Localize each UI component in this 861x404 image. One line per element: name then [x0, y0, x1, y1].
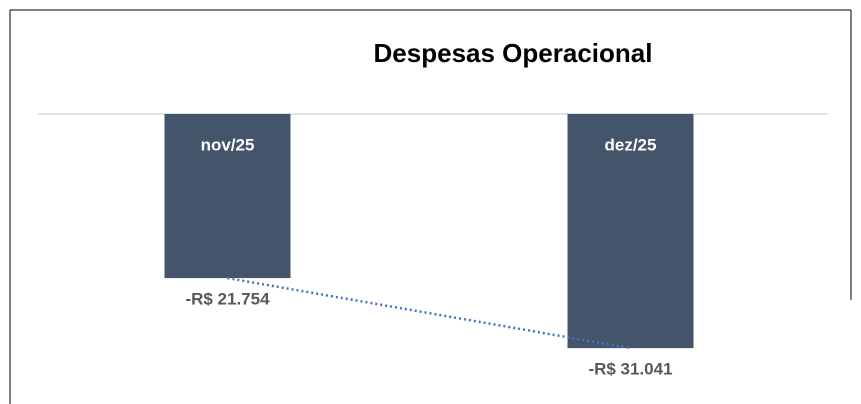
bar [164, 114, 291, 279]
bar [567, 114, 694, 349]
category-label: dez/25 [605, 135, 657, 154]
data-label: -R$ 21.754 [185, 290, 270, 309]
data-label: -R$ 31.041 [588, 360, 672, 379]
chart-title: Despesas Operacional [374, 38, 653, 68]
category-label: nov/25 [201, 135, 255, 154]
trendline [227, 276, 631, 350]
